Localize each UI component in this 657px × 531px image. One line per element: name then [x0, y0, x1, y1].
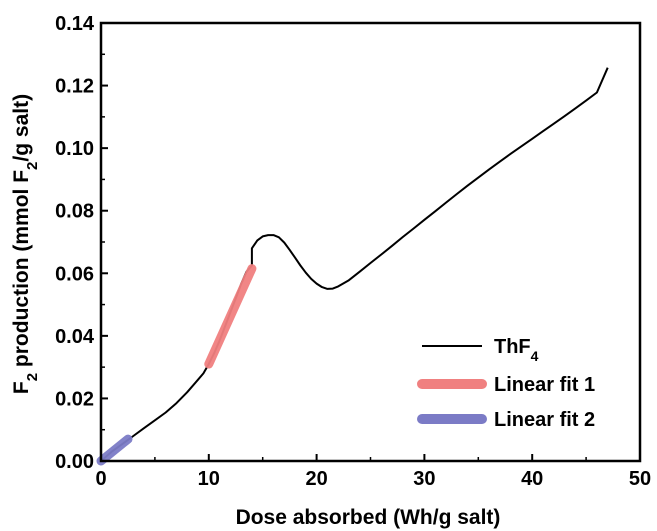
x-tick-label: 0 — [95, 468, 106, 490]
x-axis-label: Dose absorbed (Wh/g salt) — [236, 506, 501, 529]
series-line-1 — [204, 264, 257, 369]
series-line-2 — [96, 434, 133, 466]
y-tick-label: 0.12 — [55, 76, 94, 98]
legend-label-linear-fit-2: Linear fit 2 — [494, 409, 595, 431]
y-tick-label: 0.14 — [55, 13, 95, 35]
y-tick-label: 0.10 — [55, 138, 94, 160]
y-tick-label: 0.06 — [55, 263, 94, 285]
series-layer — [96, 67, 609, 466]
series-line-0 — [100, 67, 609, 462]
y-tick-label: 0.02 — [55, 388, 94, 410]
axes-layer: 0 10 20 30 40 50 0.00 0.02 0.04 0.06 0.08 0.10 0.12 0… — [55, 13, 651, 490]
y-tick-label: 0.04 — [55, 326, 95, 348]
x-tick-label: 40 — [521, 468, 543, 490]
y-tick-label: 0.00 — [55, 451, 94, 473]
legend: ThF4 Linear fit 1 Linear fit 2 — [417, 336, 595, 431]
x-tick-label: 30 — [413, 468, 435, 490]
y-tick-label: 0.08 — [55, 201, 94, 223]
x-tick-label: 10 — [198, 468, 220, 490]
legend-label-thf4: ThF4 — [494, 336, 539, 364]
x-tick-label: 20 — [305, 468, 327, 490]
y-axis-label: F2 production (mmol F2/g salt) — [10, 94, 41, 394]
legend-label-linear-fit-1: Linear fit 1 — [494, 374, 595, 396]
x-tick-label: 50 — [629, 468, 651, 490]
